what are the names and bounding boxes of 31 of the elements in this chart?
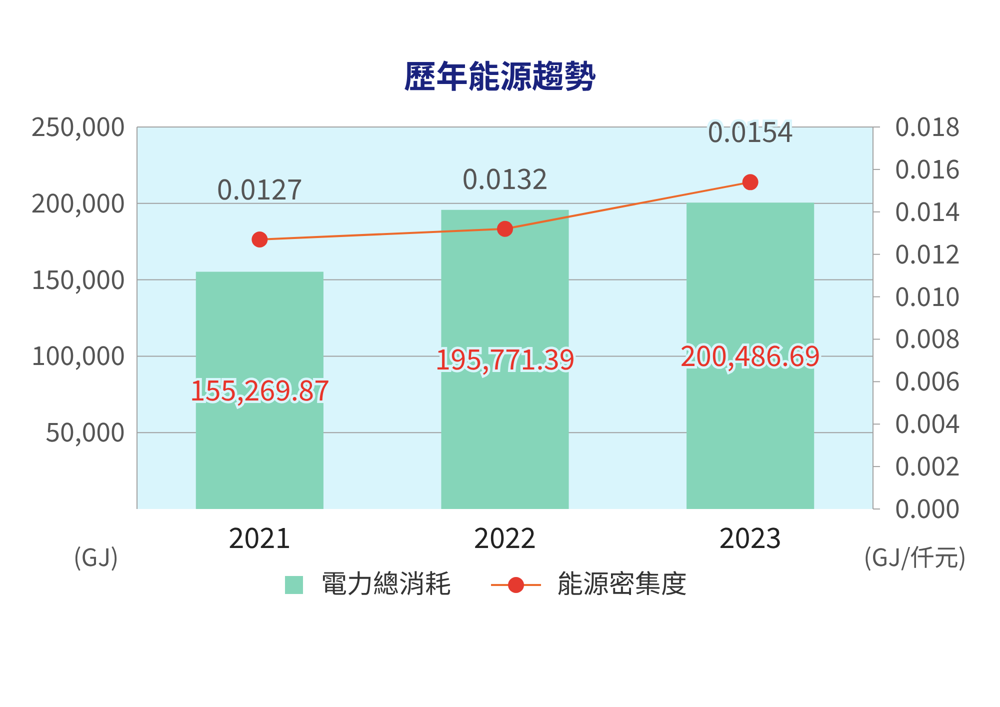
y2-tick-label: 0.012 <box>895 234 960 272</box>
y-tick-label: 100,000 <box>31 336 125 374</box>
point <box>497 220 513 237</box>
y2-tick-label: 0.000 <box>895 489 960 526</box>
x-tick-label: 2021 <box>228 517 291 557</box>
y-axis-title: (GJ) <box>73 538 119 573</box>
y2-tick-label: 0.008 <box>895 319 960 356</box>
legend-label: 電力總消耗 <box>321 564 452 601</box>
y2-tick-label: 0.002 <box>895 446 960 484</box>
y-tick-label: 250,000 <box>31 107 125 144</box>
data-label: 195,771.39 <box>435 338 575 378</box>
chart-title: 歷年能源趨勢 <box>404 52 596 98</box>
y-tick-label: 200,000 <box>31 183 125 220</box>
y2-tick-label: 0.016 <box>895 149 960 186</box>
point <box>742 174 758 190</box>
y2-tick-label: 0.010 <box>895 276 960 314</box>
data-label: 155,269.87 <box>190 369 330 410</box>
legend-label: 能源密集度 <box>557 564 688 601</box>
y-tick-label: 50,000 <box>46 412 125 450</box>
data-label: 200,486.69 <box>680 334 820 375</box>
y2-tick-label: 0.004 <box>895 404 960 442</box>
y2-tick-label: 0.006 <box>895 362 960 399</box>
x-tick-label: 2023 <box>719 517 782 557</box>
data-label: 0.0127 <box>216 168 302 208</box>
point <box>252 231 268 248</box>
x-tick-label: 2022 <box>474 517 536 557</box>
y2-tick-label: 0.018 <box>895 107 960 144</box>
y2-axis-title: (GJ/仟元) <box>863 538 967 573</box>
data-label: 0.0132 <box>462 158 548 198</box>
y-tick-label: 150,000 <box>31 260 125 297</box>
y2-tick-label: 0.014 <box>895 192 960 229</box>
